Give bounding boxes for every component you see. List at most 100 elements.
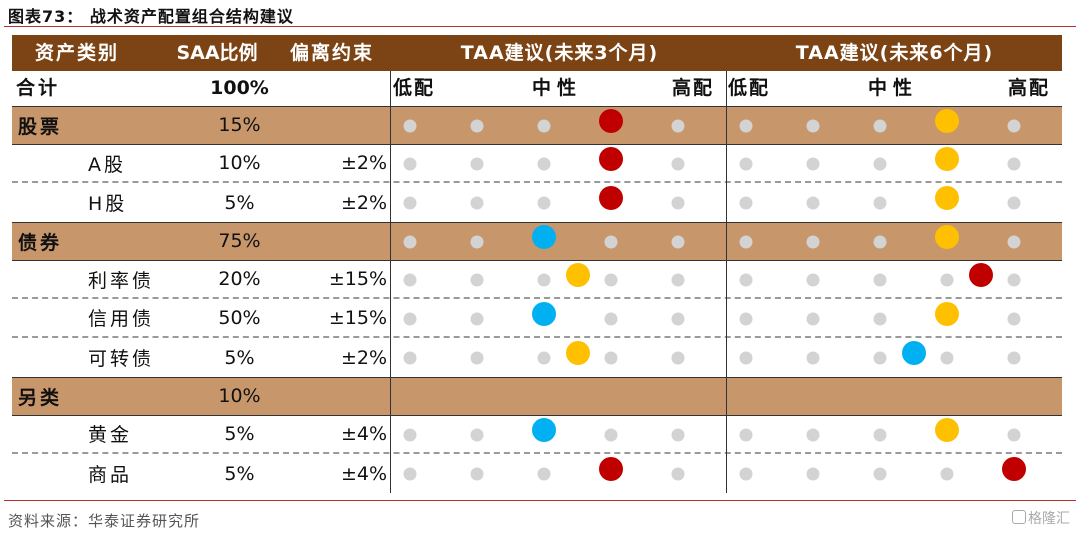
taa3-low-label: 低配 [393, 77, 436, 99]
taa3-scale-dot [671, 273, 685, 287]
bottom-divider [4, 500, 1076, 501]
taa6-recommendation-marker [901, 340, 926, 365]
taa3-scale-dot [403, 273, 417, 287]
taa6-scale-dot [806, 157, 820, 171]
watermark-text: 格隆汇 [1028, 511, 1070, 527]
taa6-recommendation-marker [935, 109, 959, 134]
taa3-scale-dot [671, 119, 685, 133]
taa6-scale-dot [806, 196, 820, 210]
taa3-recommendation-marker [565, 263, 590, 288]
taa3-recommendation-marker [599, 456, 623, 481]
group-row: 债券 75% [12, 222, 1062, 261]
taa3-scale-dot [671, 312, 685, 326]
deviation-value: ±15% [328, 306, 387, 329]
taa6-scale-dot [940, 273, 954, 287]
taa6-scale-dot [873, 235, 887, 249]
taa3-scale-dot [604, 428, 618, 442]
taa6-scale-dot [1007, 196, 1021, 210]
header-category: 资产类别 [34, 42, 119, 64]
asset-name: 可转债 [88, 348, 155, 371]
figure-title: 图表73： 战术资产配置组合结构建议 [8, 7, 294, 26]
asset-name: 利率债 [88, 269, 155, 292]
taa3-scale-dot [403, 157, 417, 171]
asset-name: 黄金 [88, 424, 133, 447]
allocation-table: 资产类别 SAA比例 偏离约束 TAA建议(未来3个月) TAA建议(未来6个月… [12, 35, 1062, 493]
taa6-scale-dot [806, 351, 820, 365]
deviation-value [312, 107, 387, 144]
saa-value: 50% [218, 306, 261, 329]
taa6-scale-dot [873, 428, 887, 442]
table-row: A股 10% ±2% [12, 145, 1062, 184]
taa6-recommendation-marker [1002, 456, 1026, 481]
taa3-scale-dot [470, 428, 484, 442]
deviation-value [312, 223, 387, 260]
saa-value: 5% [224, 191, 255, 214]
taa3-scale-dot [470, 312, 484, 326]
taa3-scale-dot [604, 235, 618, 249]
taa6-scale-dot [940, 467, 954, 481]
taa3-scale-dot [470, 157, 484, 171]
taa6-scale-dot [739, 235, 753, 249]
asset-name: 商品 [88, 464, 133, 487]
table-row: 商品 5% ±4% [12, 454, 1062, 493]
taa3-recommendation-marker [565, 340, 590, 365]
taa6-scale-dot [873, 351, 887, 365]
saa-value: 75% [218, 230, 261, 253]
taa3-scale-dot [470, 273, 484, 287]
asset-name: 股票 [18, 115, 63, 138]
taa6-scale-dot [806, 428, 820, 442]
taa3-recommendation-marker [599, 185, 623, 210]
taa6-scale-dot [739, 467, 753, 481]
taa3-scale-dot [403, 312, 417, 326]
taa3-scale-dot [537, 467, 551, 481]
taa3-scale-dot [671, 351, 685, 365]
table-row: 信用债 50% ±15% [12, 300, 1062, 339]
taa3-scale-dot [537, 196, 551, 210]
taa3-scale-dot [470, 119, 484, 133]
group-row: 股票 15% [12, 106, 1062, 145]
taa6-scale-dot [873, 467, 887, 481]
taa3-recommendation-marker [532, 301, 556, 326]
asset-name: A股 [88, 153, 126, 176]
table-subheader: 合计 100% 低配 中性 高配 低配 中性 高配 [12, 71, 1062, 107]
taa3-scale-dot [403, 119, 417, 133]
taa6-scale-dot [873, 157, 887, 171]
asset-name: 另类 [18, 386, 63, 409]
taa6-scale-dot [1007, 119, 1021, 133]
asset-name: 债券 [18, 231, 63, 254]
taa6-recommendation-marker [935, 147, 959, 172]
taa6-high-label: 高配 [1008, 77, 1051, 99]
column-divider-taa6 [726, 71, 727, 493]
deviation-value: ±2% [340, 191, 387, 214]
taa3-recommendation-marker [599, 147, 623, 172]
taa3-recommendation-marker [532, 417, 556, 442]
watermark: 格隆汇 [1012, 508, 1070, 528]
taa6-scale-dot [739, 351, 753, 365]
taa6-recommendation-marker [935, 417, 959, 442]
taa3-scale-dot [470, 196, 484, 210]
taa3-scale-dot [537, 119, 551, 133]
header-taa6: TAA建议(未来6个月) [795, 42, 994, 64]
taa6-scale-dot [873, 196, 887, 210]
column-divider-taa3 [390, 71, 391, 493]
taa3-scale-dot [403, 235, 417, 249]
group-row: 另类 10% [12, 376, 1062, 416]
taa3-recommendation-marker [599, 109, 623, 134]
taa6-recommendation-marker [968, 263, 993, 288]
source-note: 资料来源：华泰证券研究所 [8, 512, 201, 530]
taa3-scale-dot [470, 351, 484, 365]
table-row: 黄金 5% ±4% [12, 416, 1062, 455]
taa3-scale-dot [403, 428, 417, 442]
saa-value: 10% [218, 152, 261, 175]
taa6-scale-dot [940, 351, 954, 365]
deviation-value: ±4% [340, 462, 387, 485]
taa3-scale-dot [671, 196, 685, 210]
taa3-scale-dot [671, 428, 685, 442]
taa6-recommendation-marker [935, 225, 959, 250]
title-divider [4, 26, 1076, 27]
taa6-scale-dot [739, 157, 753, 171]
taa3-scale-dot [470, 467, 484, 481]
taa3-scale-dot [604, 312, 618, 326]
deviation-value [312, 378, 387, 415]
taa3-scale-dot [537, 351, 551, 365]
